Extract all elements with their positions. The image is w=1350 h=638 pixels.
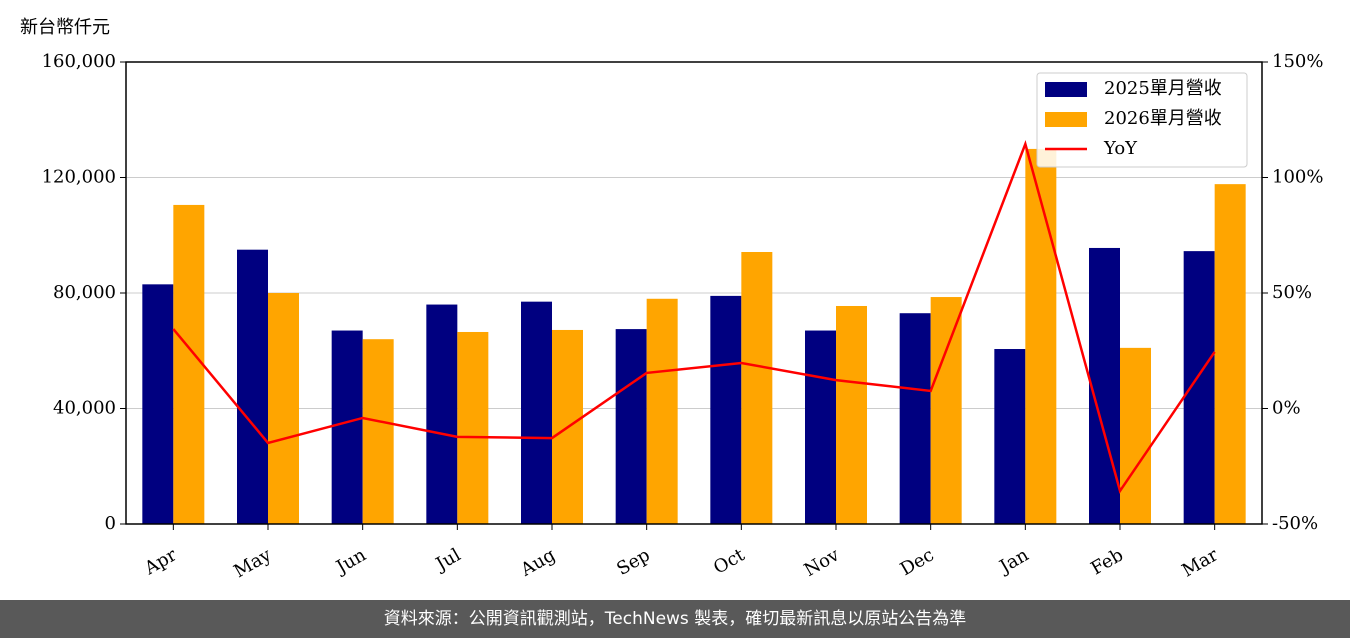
plot-frame xyxy=(125,61,1263,525)
bar xyxy=(1214,184,1246,525)
legend-label: 2026單月營收 xyxy=(1104,108,1222,129)
bar xyxy=(426,304,458,524)
bar xyxy=(237,249,268,524)
y-tick-label: 40,000 xyxy=(53,398,116,419)
y-tick-label: 160,000 xyxy=(42,51,116,72)
x-tick-label: Jun xyxy=(331,544,370,579)
x-tick-label: Sep xyxy=(613,544,653,579)
bar xyxy=(331,330,363,524)
y2-tick-label: 100% xyxy=(1272,167,1323,188)
x-tick-label: Aug xyxy=(516,544,559,581)
bar xyxy=(899,313,931,524)
bar xyxy=(741,251,773,524)
bar xyxy=(930,297,962,524)
bar xyxy=(836,305,867,524)
y2-tick-label: 0% xyxy=(1272,398,1301,419)
bar xyxy=(1183,251,1215,524)
bar xyxy=(173,204,205,524)
x-tick-label: Mar xyxy=(1178,544,1222,581)
bar xyxy=(1089,247,1120,524)
bar xyxy=(1025,148,1057,524)
bar xyxy=(268,293,299,524)
bar xyxy=(457,331,489,524)
y-tick-label: 80,000 xyxy=(53,282,116,303)
x-tick-label: Oct xyxy=(710,544,749,579)
y-tick-label: 0 xyxy=(105,513,116,534)
bar xyxy=(710,295,742,524)
line xyxy=(172,139,1216,494)
bar xyxy=(805,330,836,524)
bar xyxy=(1120,347,1151,524)
legend-box xyxy=(1036,72,1248,168)
bar xyxy=(142,284,174,524)
legend-label: 2025單月營收 xyxy=(1104,78,1222,99)
legend-label: YoY xyxy=(1103,138,1138,159)
y2-tick-label: 50% xyxy=(1272,282,1312,303)
legend: 2025單月營收 2026單月營收 YoY xyxy=(1036,72,1248,168)
x-tick-label: Jan xyxy=(995,544,1033,578)
legend-swatch xyxy=(1045,112,1087,127)
x-tick-label: Feb xyxy=(1087,544,1127,579)
legend-swatch xyxy=(1045,82,1087,97)
x-tick-label: Nov xyxy=(801,544,844,581)
y2-tick-label: -50% xyxy=(1272,513,1318,534)
x-tick-label: Jul xyxy=(431,544,465,576)
x-tick-label: Dec xyxy=(897,544,938,580)
bar xyxy=(362,339,394,524)
bar xyxy=(615,329,647,524)
x-tick-label: May xyxy=(230,544,275,582)
x-tick-label: Apr xyxy=(140,544,180,579)
bar xyxy=(994,349,1026,524)
y2-tick-label: 150% xyxy=(1272,51,1323,72)
bar xyxy=(646,298,678,524)
footer: 資料來源：公開資訊觀測站，TechNews 製表，確切最新訊息以原站公告為準 xyxy=(0,600,1350,638)
y-axis-title: 新台幣仟元 xyxy=(20,17,110,38)
chart: 新台幣仟元 0 40,000 80,000 120,000 160,000 -50% 0% 5… xyxy=(20,17,1323,582)
y-tick-label: 120,000 xyxy=(42,167,116,188)
bar xyxy=(521,301,552,524)
